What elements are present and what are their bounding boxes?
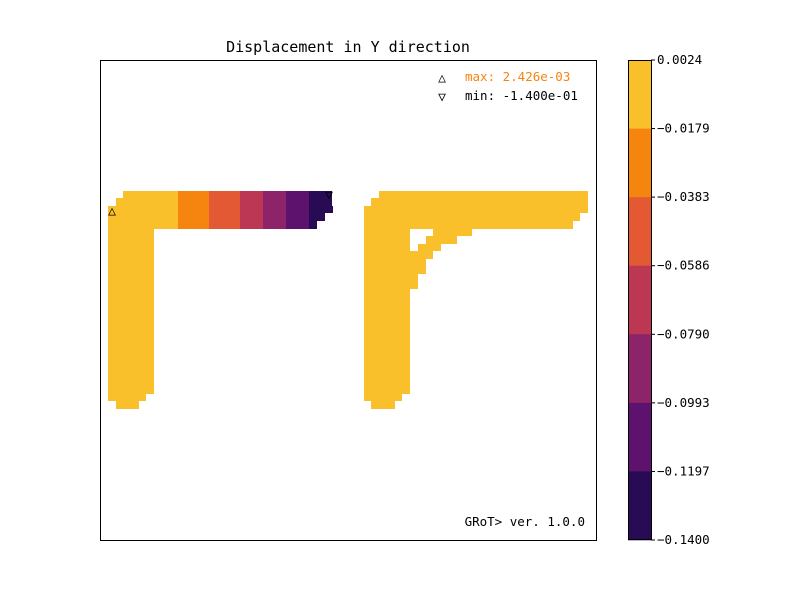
colorbar-band (628, 471, 651, 541)
colorbar-tick-label: −0.1197 (657, 463, 710, 478)
arm-segment (178, 191, 209, 229)
max-label: max: 2.426e-03 (465, 69, 570, 84)
mesh-element (379, 191, 588, 213)
colorbar-band (628, 334, 651, 404)
colorbar-band (628, 402, 651, 472)
arm-segment (209, 191, 240, 229)
mesh-element (426, 236, 457, 244)
colorbar-band (628, 128, 651, 198)
colorbar-tick-label: −0.1400 (657, 532, 710, 547)
mesh-element (410, 251, 433, 259)
mesh-element (371, 401, 395, 409)
arm-segment (286, 191, 309, 229)
mesh-element (364, 206, 410, 394)
mesh-element (108, 206, 154, 394)
mesh-gap (573, 221, 580, 229)
mesh-element (116, 198, 154, 206)
mesh-element (410, 259, 426, 274)
colorbar-band (628, 60, 651, 129)
version-footer: GRoT> ver. 1.0.0 (465, 514, 585, 529)
mesh-element (418, 244, 441, 251)
colorbar-band (628, 197, 651, 267)
mesh-element (325, 206, 333, 213)
plot-area: △ max: 2.426e-03 ▽ min: -1.400e-01 △ ▽ G… (100, 60, 597, 541)
colorbar-frame (628, 60, 652, 540)
colorbar-band (628, 265, 651, 335)
max-location-marker: △ (108, 204, 116, 219)
mesh-element (116, 401, 139, 409)
mesh-element (123, 191, 154, 198)
colorbar-tick-label: −0.0993 (657, 395, 710, 410)
chart-title: Displacement in Y direction (226, 38, 470, 56)
min-marker: ▽ (438, 90, 446, 105)
arm-segment (154, 191, 178, 229)
right-structure (364, 191, 588, 409)
left-structure (108, 191, 333, 409)
arm-segment (263, 191, 286, 229)
mesh-element (410, 221, 573, 229)
max-marker: △ (438, 71, 446, 86)
colorbar-tick-label: 0.0024 (657, 52, 702, 67)
mesh-element (317, 213, 325, 221)
colorbar-tick-label: −0.0586 (657, 258, 710, 273)
colorbar-tick-label: −0.0790 (657, 326, 710, 341)
mesh-gap (325, 213, 332, 221)
mesh-element (364, 394, 402, 401)
plot-frame (100, 60, 597, 541)
mesh-element (108, 394, 146, 401)
mesh-gap (317, 221, 332, 229)
colorbar: 0.0024 −0.0179 −0.0383 −0.0586 −0.0790 −0.099… (628, 52, 710, 547)
min-label: min: -1.400e-01 (465, 88, 578, 103)
mesh-element (410, 213, 580, 221)
min-location-marker: ▽ (325, 188, 333, 203)
colorbar-tick-label: −0.0383 (657, 189, 710, 204)
colorbar-tick-label: −0.0179 (657, 121, 710, 136)
mesh-element (433, 229, 472, 236)
mesh-element (410, 274, 418, 289)
mesh-gap (580, 213, 588, 229)
arm-segment (240, 191, 263, 229)
